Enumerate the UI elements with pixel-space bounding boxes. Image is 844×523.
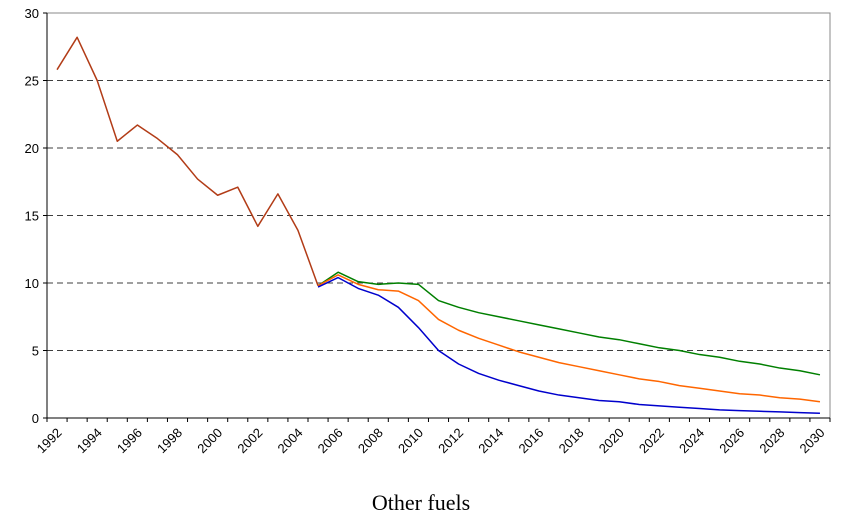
x-tick-label: 2010 — [395, 425, 426, 456]
chart-title: Other fuels — [372, 490, 470, 515]
x-tick-label: 2006 — [315, 425, 346, 456]
x-tick-label: 2028 — [756, 425, 787, 456]
series-line — [317, 274, 821, 403]
x-tick-label: 1996 — [114, 425, 145, 456]
x-tick-label: 1998 — [154, 425, 185, 456]
y-tick-label: 10 — [25, 276, 39, 291]
x-tick-label: 2026 — [716, 425, 747, 456]
x-tick-label: 2018 — [556, 425, 587, 456]
y-tick-label: 20 — [25, 141, 39, 156]
y-tick-label: 5 — [32, 344, 39, 359]
y-tick-label: 25 — [25, 74, 39, 89]
x-tick-label: 2008 — [355, 425, 386, 456]
x-tick-label: 2000 — [194, 425, 225, 456]
y-tick-label: 30 — [25, 6, 39, 21]
x-tick-label: 2016 — [515, 425, 546, 456]
x-tick-label: 1994 — [74, 425, 105, 456]
x-tick-label: 2014 — [475, 425, 506, 456]
x-tick-label: 2002 — [234, 425, 265, 456]
y-tick-label: 15 — [25, 209, 39, 224]
x-tick-label: 2030 — [797, 425, 828, 456]
x-tick-label: 2012 — [435, 425, 466, 456]
x-tick-label: 2024 — [676, 425, 707, 456]
series-line — [317, 276, 820, 415]
x-tick-label: 2004 — [275, 425, 306, 456]
series-line — [56, 36, 319, 286]
x-tick-label: 2022 — [636, 425, 667, 456]
y-tick-label: 0 — [32, 411, 39, 426]
series-line — [317, 271, 821, 376]
x-tick-label: 1992 — [34, 425, 65, 456]
x-tick-label: 2020 — [596, 425, 627, 456]
